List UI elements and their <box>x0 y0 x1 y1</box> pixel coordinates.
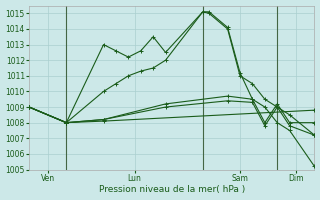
X-axis label: Pression niveau de la mer( hPa ): Pression niveau de la mer( hPa ) <box>99 185 245 194</box>
